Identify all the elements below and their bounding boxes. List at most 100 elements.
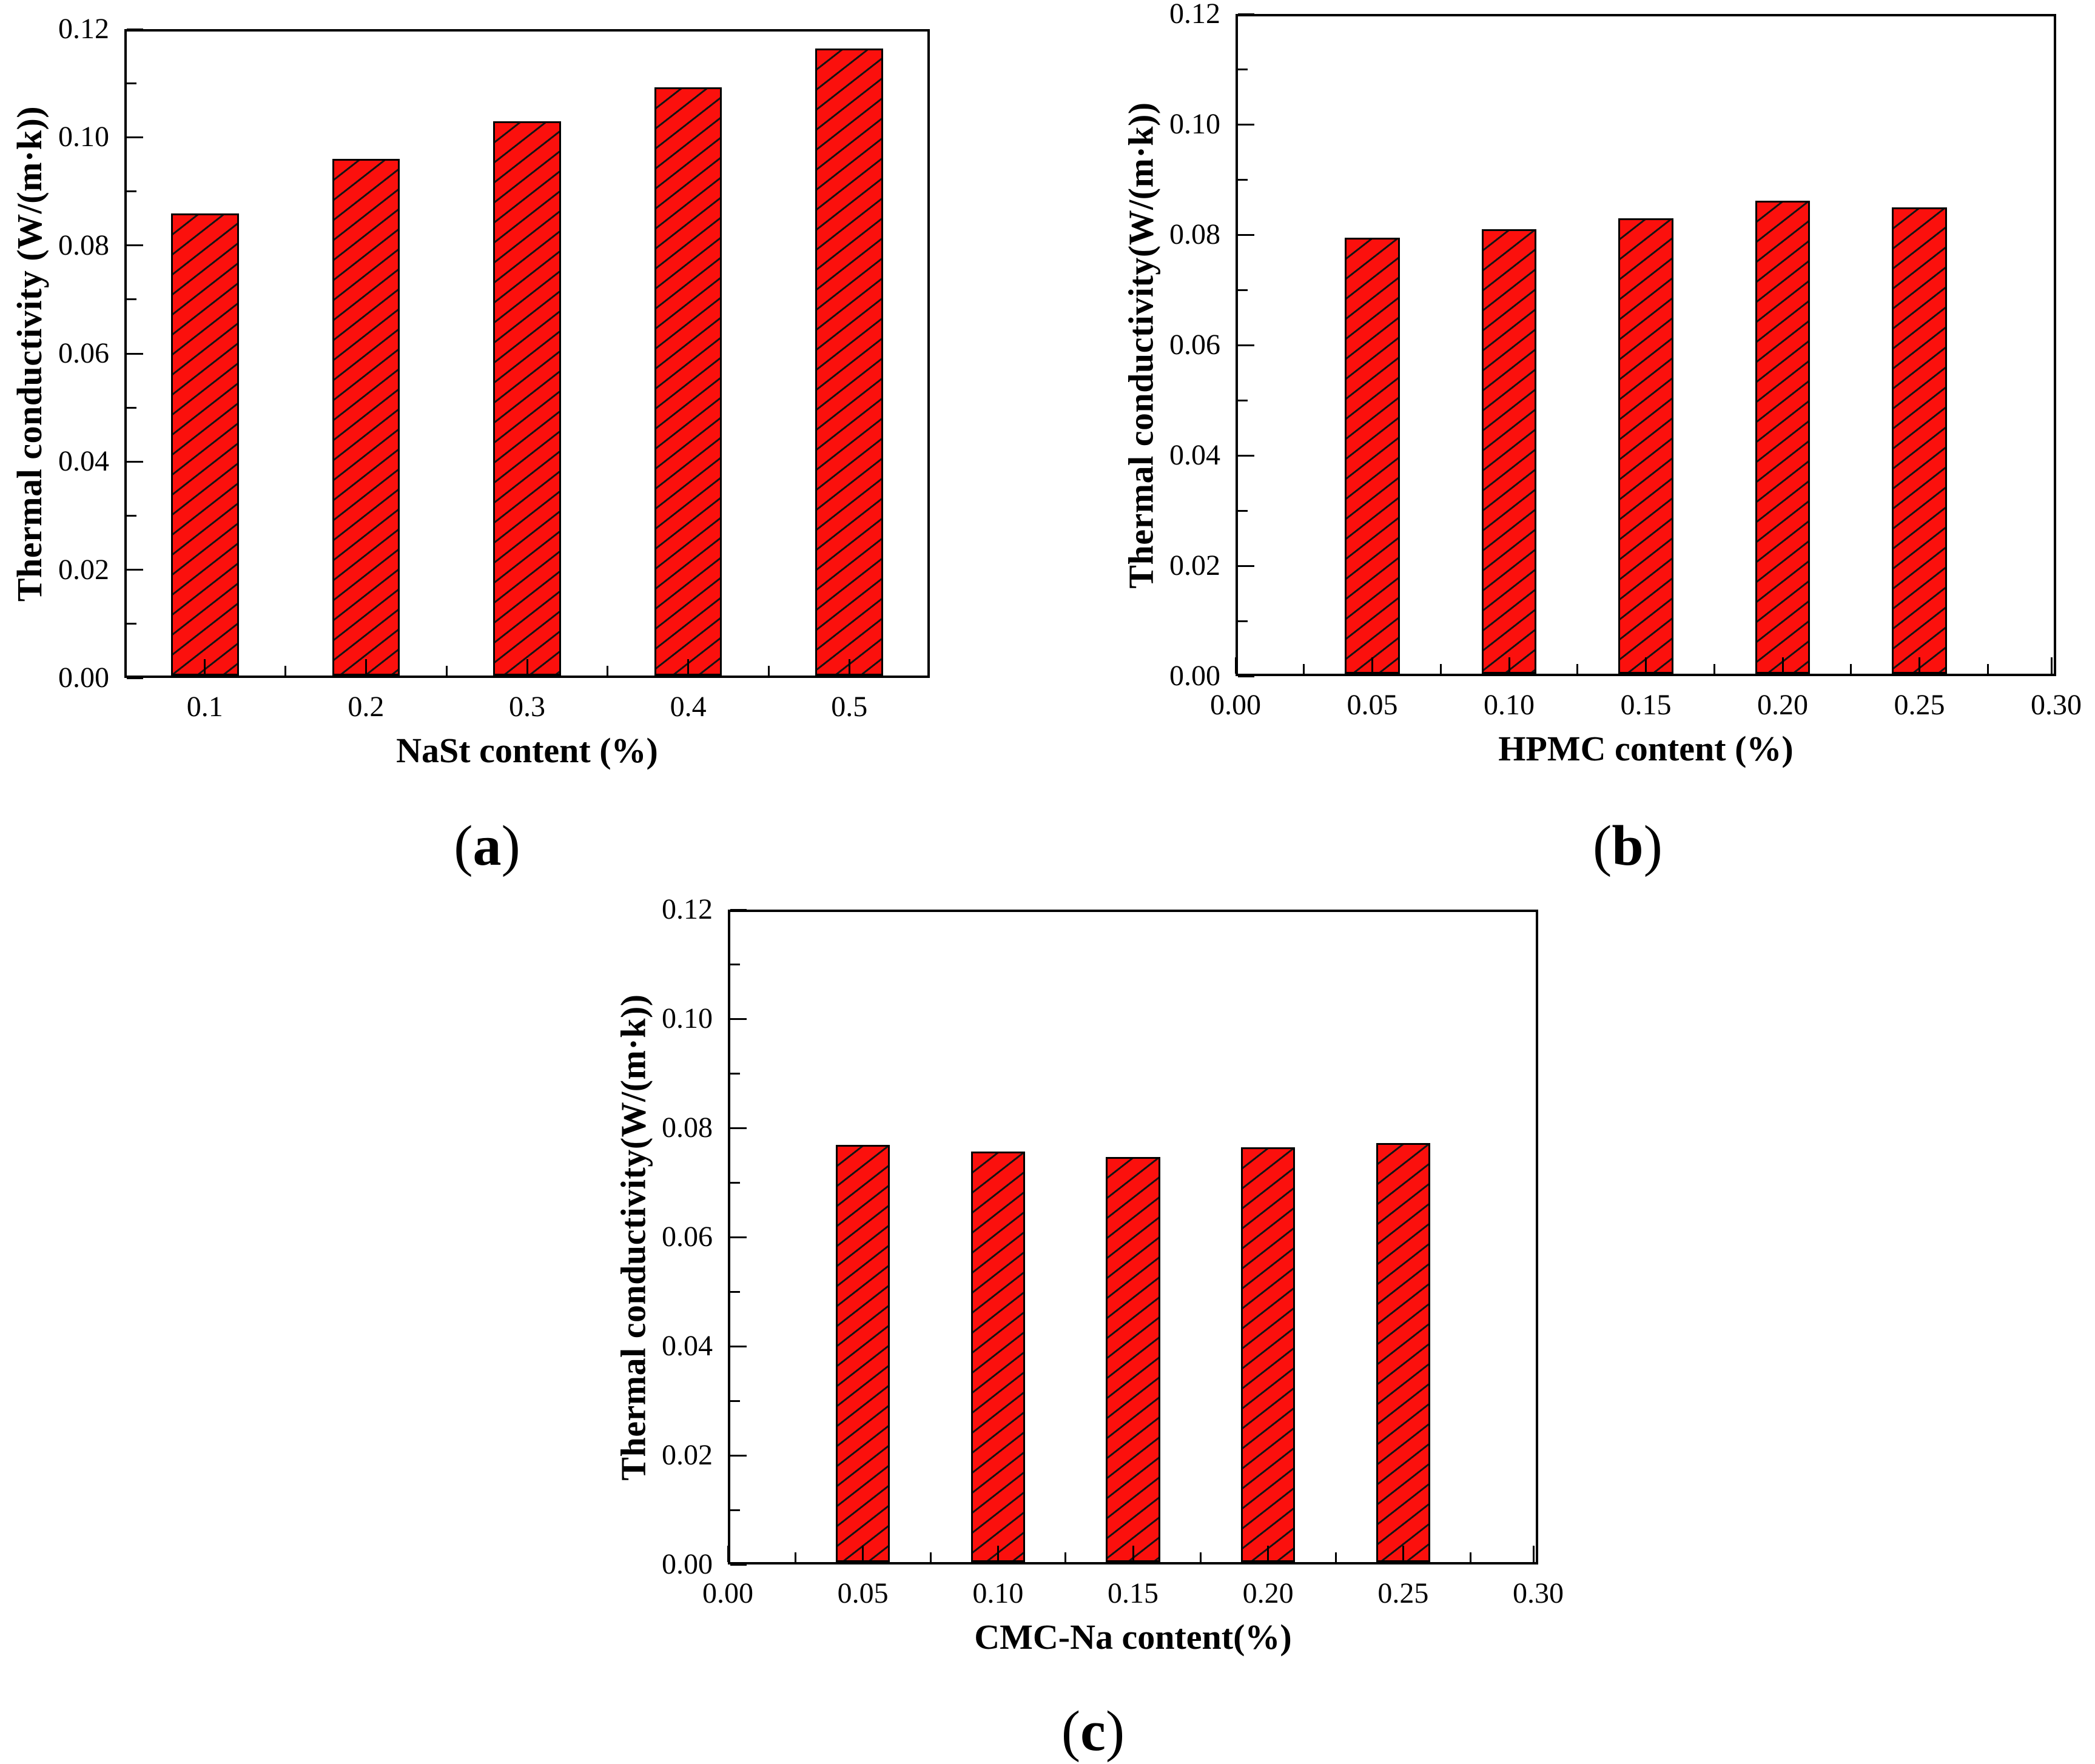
x-major-tick [2050,657,2053,674]
x-tick-label: 0.00 [1210,689,1261,721]
y-major-tick [730,1454,747,1457]
caption-letter: b [1612,814,1644,877]
y-tick-label: 0.04 [58,445,109,478]
y-minor-tick [127,82,136,84]
bar [332,159,400,676]
y-major-tick [1238,675,1254,677]
y-axis-title-wrap: Thermal conductivity (W/(m·k)) [5,29,54,678]
y-tick-label: 0.08 [58,229,109,261]
plot-area [727,908,1538,1566]
x-major-tick [365,659,367,676]
y-axis-title-wrap: Thermal conductivity(W/(m·k)) [609,910,657,1564]
x-minor-tick [767,666,770,676]
y-axis-title: Thermal conductivity(W/(m·k)) [1121,101,1161,589]
y-tick-label: 0.02 [662,1439,713,1471]
subfigure-caption: (a) [366,816,608,876]
x-tick-label: 0.5 [831,691,868,723]
y-major-tick [127,569,143,571]
bar [1892,207,1947,674]
y-tick-label: 0.00 [58,662,109,694]
y-tick-label: 0.00 [1169,660,1220,692]
y-tick-label: 0.00 [662,1548,713,1580]
x-tick-label: 0.25 [1894,689,1945,721]
y-major-tick [127,677,143,679]
x-minor-tick [1199,1552,1202,1562]
caption-paren-close: ) [1105,1700,1125,1763]
y-tick-label: 0.10 [662,1002,713,1035]
x-major-tick [1918,657,1920,674]
x-major-tick [1402,1546,1404,1562]
plot-area [1234,13,2056,677]
plot-area [124,28,930,679]
subfigure-caption: (b) [1507,816,1749,876]
y-minor-tick [730,1509,740,1511]
x-major-tick [848,659,850,676]
y-axis-title-wrap: Thermal conductivity(W/(m·k)) [1117,14,1165,676]
x-major-tick [997,1546,999,1562]
x-axis-title: HPMC content (%) [1498,729,1794,768]
y-minor-tick [127,190,136,192]
x-axis-title: NaSt content (%) [396,731,658,770]
x-major-tick [687,659,690,676]
caption-letter: a [472,814,502,877]
x-tick-label: 0.05 [1347,689,1398,721]
bar [1106,1157,1160,1562]
y-tick-label: 0.08 [662,1112,713,1144]
x-tick-label: 0.20 [1757,689,1808,721]
y-major-tick [730,1018,747,1020]
y-minor-tick [1238,509,1248,512]
y-major-tick [127,136,143,138]
x-major-tick [1781,657,1784,674]
y-tick-label: 0.12 [662,893,713,925]
x-tick-label: 0.00 [702,1577,753,1609]
y-tick-label: 0.10 [1169,108,1220,140]
y-major-tick [127,460,143,463]
x-minor-tick [929,1552,932,1562]
x-tick-label: 0.30 [1513,1577,1564,1609]
x-tick-label: 0.3 [509,691,545,723]
y-minor-tick [127,515,136,517]
bar [493,121,561,676]
bar [654,87,722,676]
x-tick-label: 0.20 [1242,1577,1294,1609]
y-tick-label: 0.12 [58,13,109,45]
y-tick-label: 0.04 [662,1330,713,1362]
y-axis-title: Thermal conductivity (W/(m·k)) [10,106,50,602]
x-major-tick [1132,1546,1134,1562]
x-tick-label: 0.15 [1620,689,1672,721]
y-major-tick [730,1563,747,1566]
x-tick-label: 0.2 [348,691,385,723]
bar [970,1152,1025,1562]
x-tick-label: 0.4 [670,691,707,723]
y-major-tick [127,352,143,355]
y-minor-tick [1238,399,1248,401]
x-minor-tick [1986,664,1989,674]
y-tick-label: 0.02 [1169,549,1220,582]
x-major-tick [1532,1546,1535,1562]
x-minor-tick [1064,1552,1067,1562]
caption-paren-close: ) [501,814,520,877]
x-major-tick [1645,657,1647,674]
y-tick-label: 0.06 [1169,329,1220,361]
x-minor-tick [607,666,609,676]
bar [1755,201,1811,674]
x-minor-tick [1470,1552,1472,1562]
x-minor-tick [1713,664,1715,674]
y-minor-tick [730,1400,740,1402]
y-minor-tick [1238,178,1248,181]
y-major-tick [1238,13,1254,15]
y-minor-tick [730,963,740,965]
y-major-tick [730,1236,747,1238]
y-minor-tick [1238,620,1248,622]
bar [836,1144,890,1562]
bar [1481,229,1537,674]
x-tick-label: 0.10 [1484,689,1535,721]
x-axis-title: CMC-Na content(%) [974,1617,1292,1657]
y-major-tick [730,1345,747,1347]
caption-paren-open: ( [1593,814,1612,877]
y-major-tick [127,28,143,30]
subfigure-caption: (c) [972,1701,1214,1762]
